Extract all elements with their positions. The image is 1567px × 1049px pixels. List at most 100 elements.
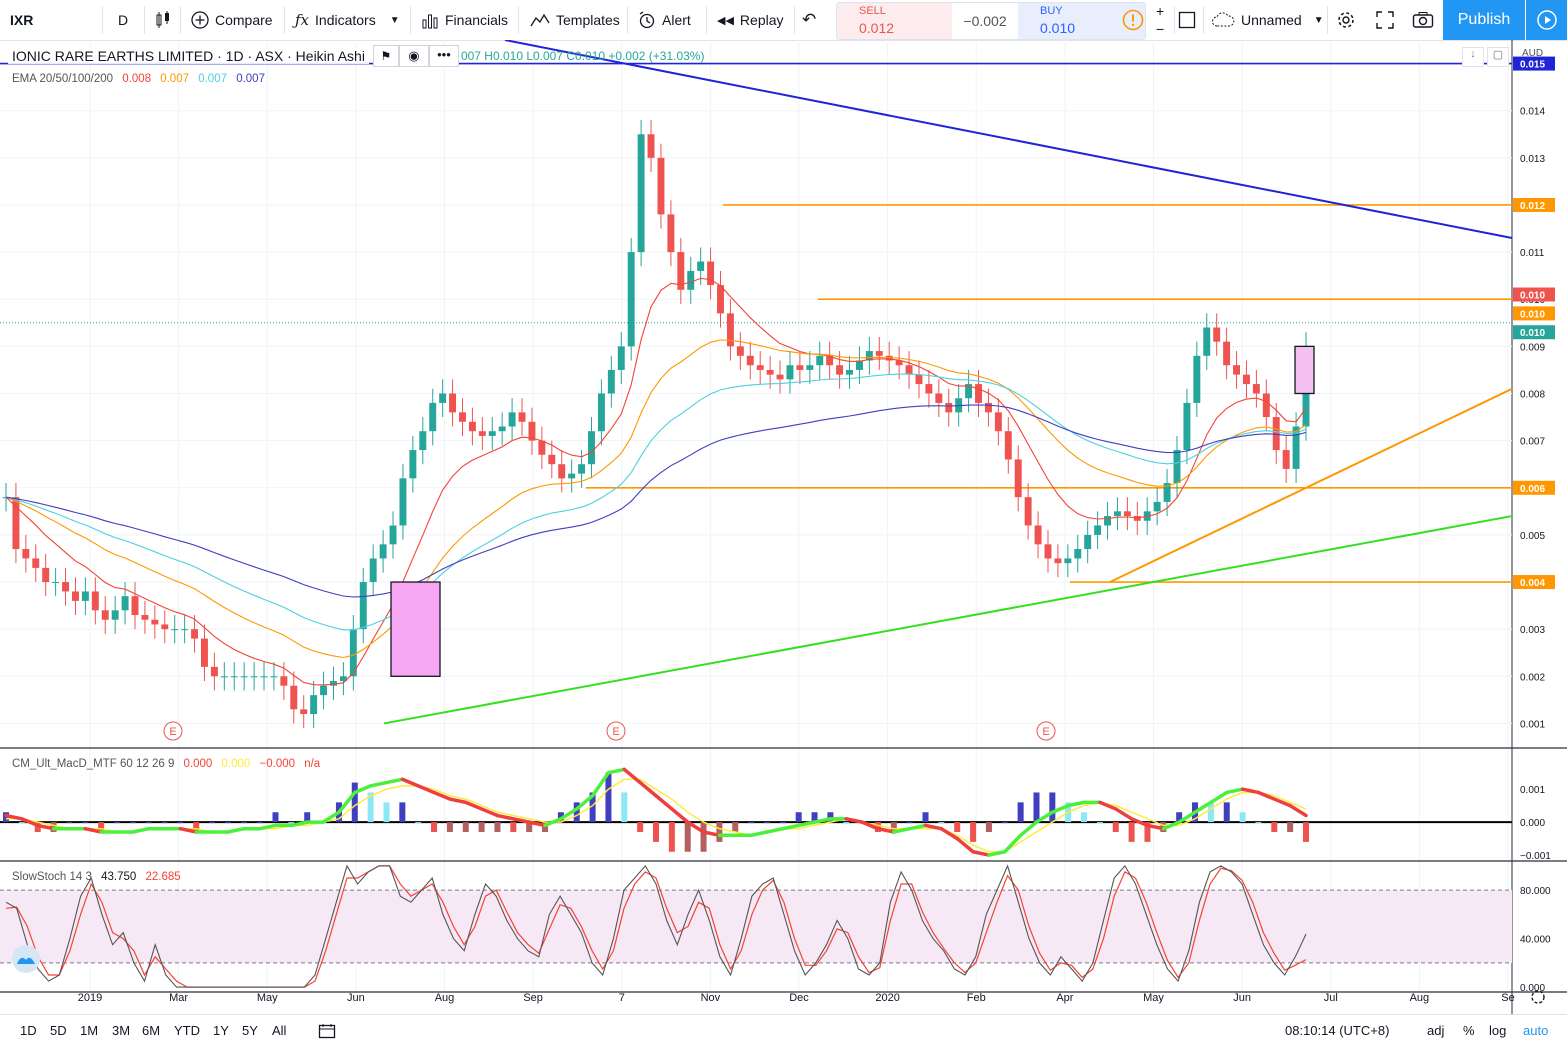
log-toggle[interactable]: log <box>1489 1023 1507 1038</box>
publish-button[interactable]: Publish <box>1443 0 1525 40</box>
price-label-text: 0.004 <box>1520 578 1545 589</box>
candle-body <box>806 365 814 370</box>
macd-line-segment <box>368 780 389 788</box>
candle-body <box>1034 525 1042 545</box>
macd-histogram-bar <box>193 822 200 832</box>
snapshot-button[interactable] <box>1412 0 1434 40</box>
candle-body <box>131 596 139 616</box>
time-tick-label: 2020 <box>875 992 899 1004</box>
chart-area[interactable]: EEE 0.0010.0020.0030.0040.0050.0060.0070… <box>0 40 1567 1014</box>
alarm-clock-icon <box>639 11 655 29</box>
macd-line-segment <box>923 823 944 831</box>
play-button[interactable] <box>1526 0 1567 40</box>
macd-histogram-bar <box>431 822 438 832</box>
alert-button[interactable]: Alert <box>638 0 691 40</box>
candle-body <box>607 369 615 394</box>
range-button-3m[interactable]: 3M <box>112 1023 131 1038</box>
time-tick-label: 7 <box>619 992 625 1004</box>
macd-line-segment <box>955 836 975 854</box>
macd-histogram-bar <box>98 822 105 832</box>
range-button-5y[interactable]: 5Y <box>242 1023 258 1038</box>
minus-button[interactable]: − <box>1156 20 1164 38</box>
candle-body <box>1163 483 1171 502</box>
symbol-search[interactable]: IXR <box>10 0 100 40</box>
tradingview-logo-icon[interactable] <box>12 945 40 973</box>
macd-histogram-bar <box>653 822 659 842</box>
macd-histogram-bar <box>684 822 691 852</box>
axis-settings-gear-icon[interactable] <box>1531 990 1545 1004</box>
play-icon <box>1536 10 1557 30</box>
price-axis[interactable]: 0.001 0.002 0.003 0.004 0.005 0.006 0.007 0.008… <box>1513 56 1555 995</box>
interval-button[interactable]: D <box>118 0 142 40</box>
macd-histogram-bar <box>304 812 311 823</box>
ema-line-0 <box>5 277 1307 686</box>
chart-type-button[interactable] <box>154 0 174 40</box>
macd-histogram-bar <box>510 822 517 832</box>
bottom-toolbar: 1D 5D 1M 3M 6M YTD 1Y 5Y All 08:10:14 (UTC+8) ad… <box>0 1014 1567 1049</box>
macd-line-segment <box>131 826 151 834</box>
stoch-pane[interactable] <box>0 864 1512 988</box>
undo-button[interactable]: ↶ <box>802 0 822 40</box>
replay-button[interactable]: ◀◀ Replay <box>717 0 784 40</box>
candle-body <box>617 346 625 370</box>
indicators-button[interactable]: ƒx Indicators ▼ <box>295 0 400 40</box>
financials-button[interactable]: Financials <box>421 0 508 40</box>
candle-body <box>280 676 288 686</box>
candle-body <box>270 676 278 678</box>
candle-body <box>925 384 933 394</box>
maximize-pane-icon[interactable]: ▢ <box>1487 47 1509 67</box>
buy-label: BUY <box>1040 5 1063 17</box>
macd-histogram-bar <box>1239 812 1246 823</box>
adj-toggle[interactable]: adj <box>1427 1023 1445 1038</box>
down-arrow-icon[interactable]: ↓ <box>1462 47 1484 67</box>
price-label-badge <box>1513 480 1555 495</box>
candle-body <box>846 369 853 375</box>
candle-body <box>52 582 60 584</box>
layout-select-button[interactable] <box>1178 0 1196 40</box>
macd-histogram-bar <box>526 822 533 832</box>
percent-toggle[interactable]: % <box>1463 1023 1475 1038</box>
candle-body <box>419 431 427 451</box>
clock-time[interactable]: 08:10:14 (UTC+8) <box>1285 1023 1390 1038</box>
macd-pane[interactable] <box>0 767 1512 857</box>
range-button-all[interactable]: All <box>272 1023 287 1038</box>
fullscreen-button[interactable] <box>1376 0 1394 40</box>
range-button-5d[interactable]: 5D <box>50 1023 67 1038</box>
info-button[interactable] <box>1122 0 1144 40</box>
more-icon[interactable]: ••• <box>428 45 459 67</box>
candle-body <box>558 464 566 479</box>
sell-button[interactable]: SELL 0.012 <box>837 3 952 39</box>
range-button-1m[interactable]: 1M <box>80 1023 99 1038</box>
series-title[interactable]: IONIC RARE EARTHS LIMITED · 1D · ASX · H… <box>8 48 369 64</box>
candle-body <box>1252 384 1260 394</box>
plus-icon: + <box>1156 3 1165 19</box>
candle-body <box>984 402 992 413</box>
auto-toggle[interactable]: auto <box>1523 1023 1549 1038</box>
range-button-1y[interactable]: 1Y <box>213 1023 229 1038</box>
macd-line-segment <box>321 810 341 824</box>
macd-line-segment <box>638 780 658 798</box>
macd-histogram-bar <box>605 772 612 823</box>
eye-icon[interactable]: ◉ <box>398 45 429 67</box>
macd-tick-label: 0.001 <box>1520 785 1545 796</box>
date-range-icon[interactable] <box>318 1023 336 1042</box>
settings-button[interactable] <box>1336 0 1356 40</box>
templates-button[interactable]: Templates <box>530 0 620 40</box>
candle-body <box>121 596 129 611</box>
macd-line-segment <box>749 830 769 838</box>
range-button-6m[interactable]: 6M <box>142 1023 161 1038</box>
templates-icon <box>530 13 550 27</box>
range-button-ytd[interactable]: YTD <box>174 1023 200 1038</box>
range-button-1d[interactable]: 1D <box>20 1023 37 1038</box>
time-axis[interactable]: 2019 Mar May Jun Aug Sep 7 Nov Dec 2020 Feb Apr May J… <box>78 990 1545 1004</box>
candle-body <box>250 676 258 678</box>
compare-button[interactable]: Compare <box>191 0 273 40</box>
flag-icon[interactable]: ⚑ <box>372 45 399 67</box>
plus-button[interactable]: + <box>1156 2 1164 20</box>
candle-body <box>667 214 675 253</box>
macd-histogram-bar <box>272 812 279 823</box>
macd-line-segment <box>178 826 198 834</box>
buy-button[interactable]: BUY 0.010 <box>1018 3 1145 39</box>
save-layout-button[interactable]: Unnamed ▼ <box>1211 0 1324 40</box>
